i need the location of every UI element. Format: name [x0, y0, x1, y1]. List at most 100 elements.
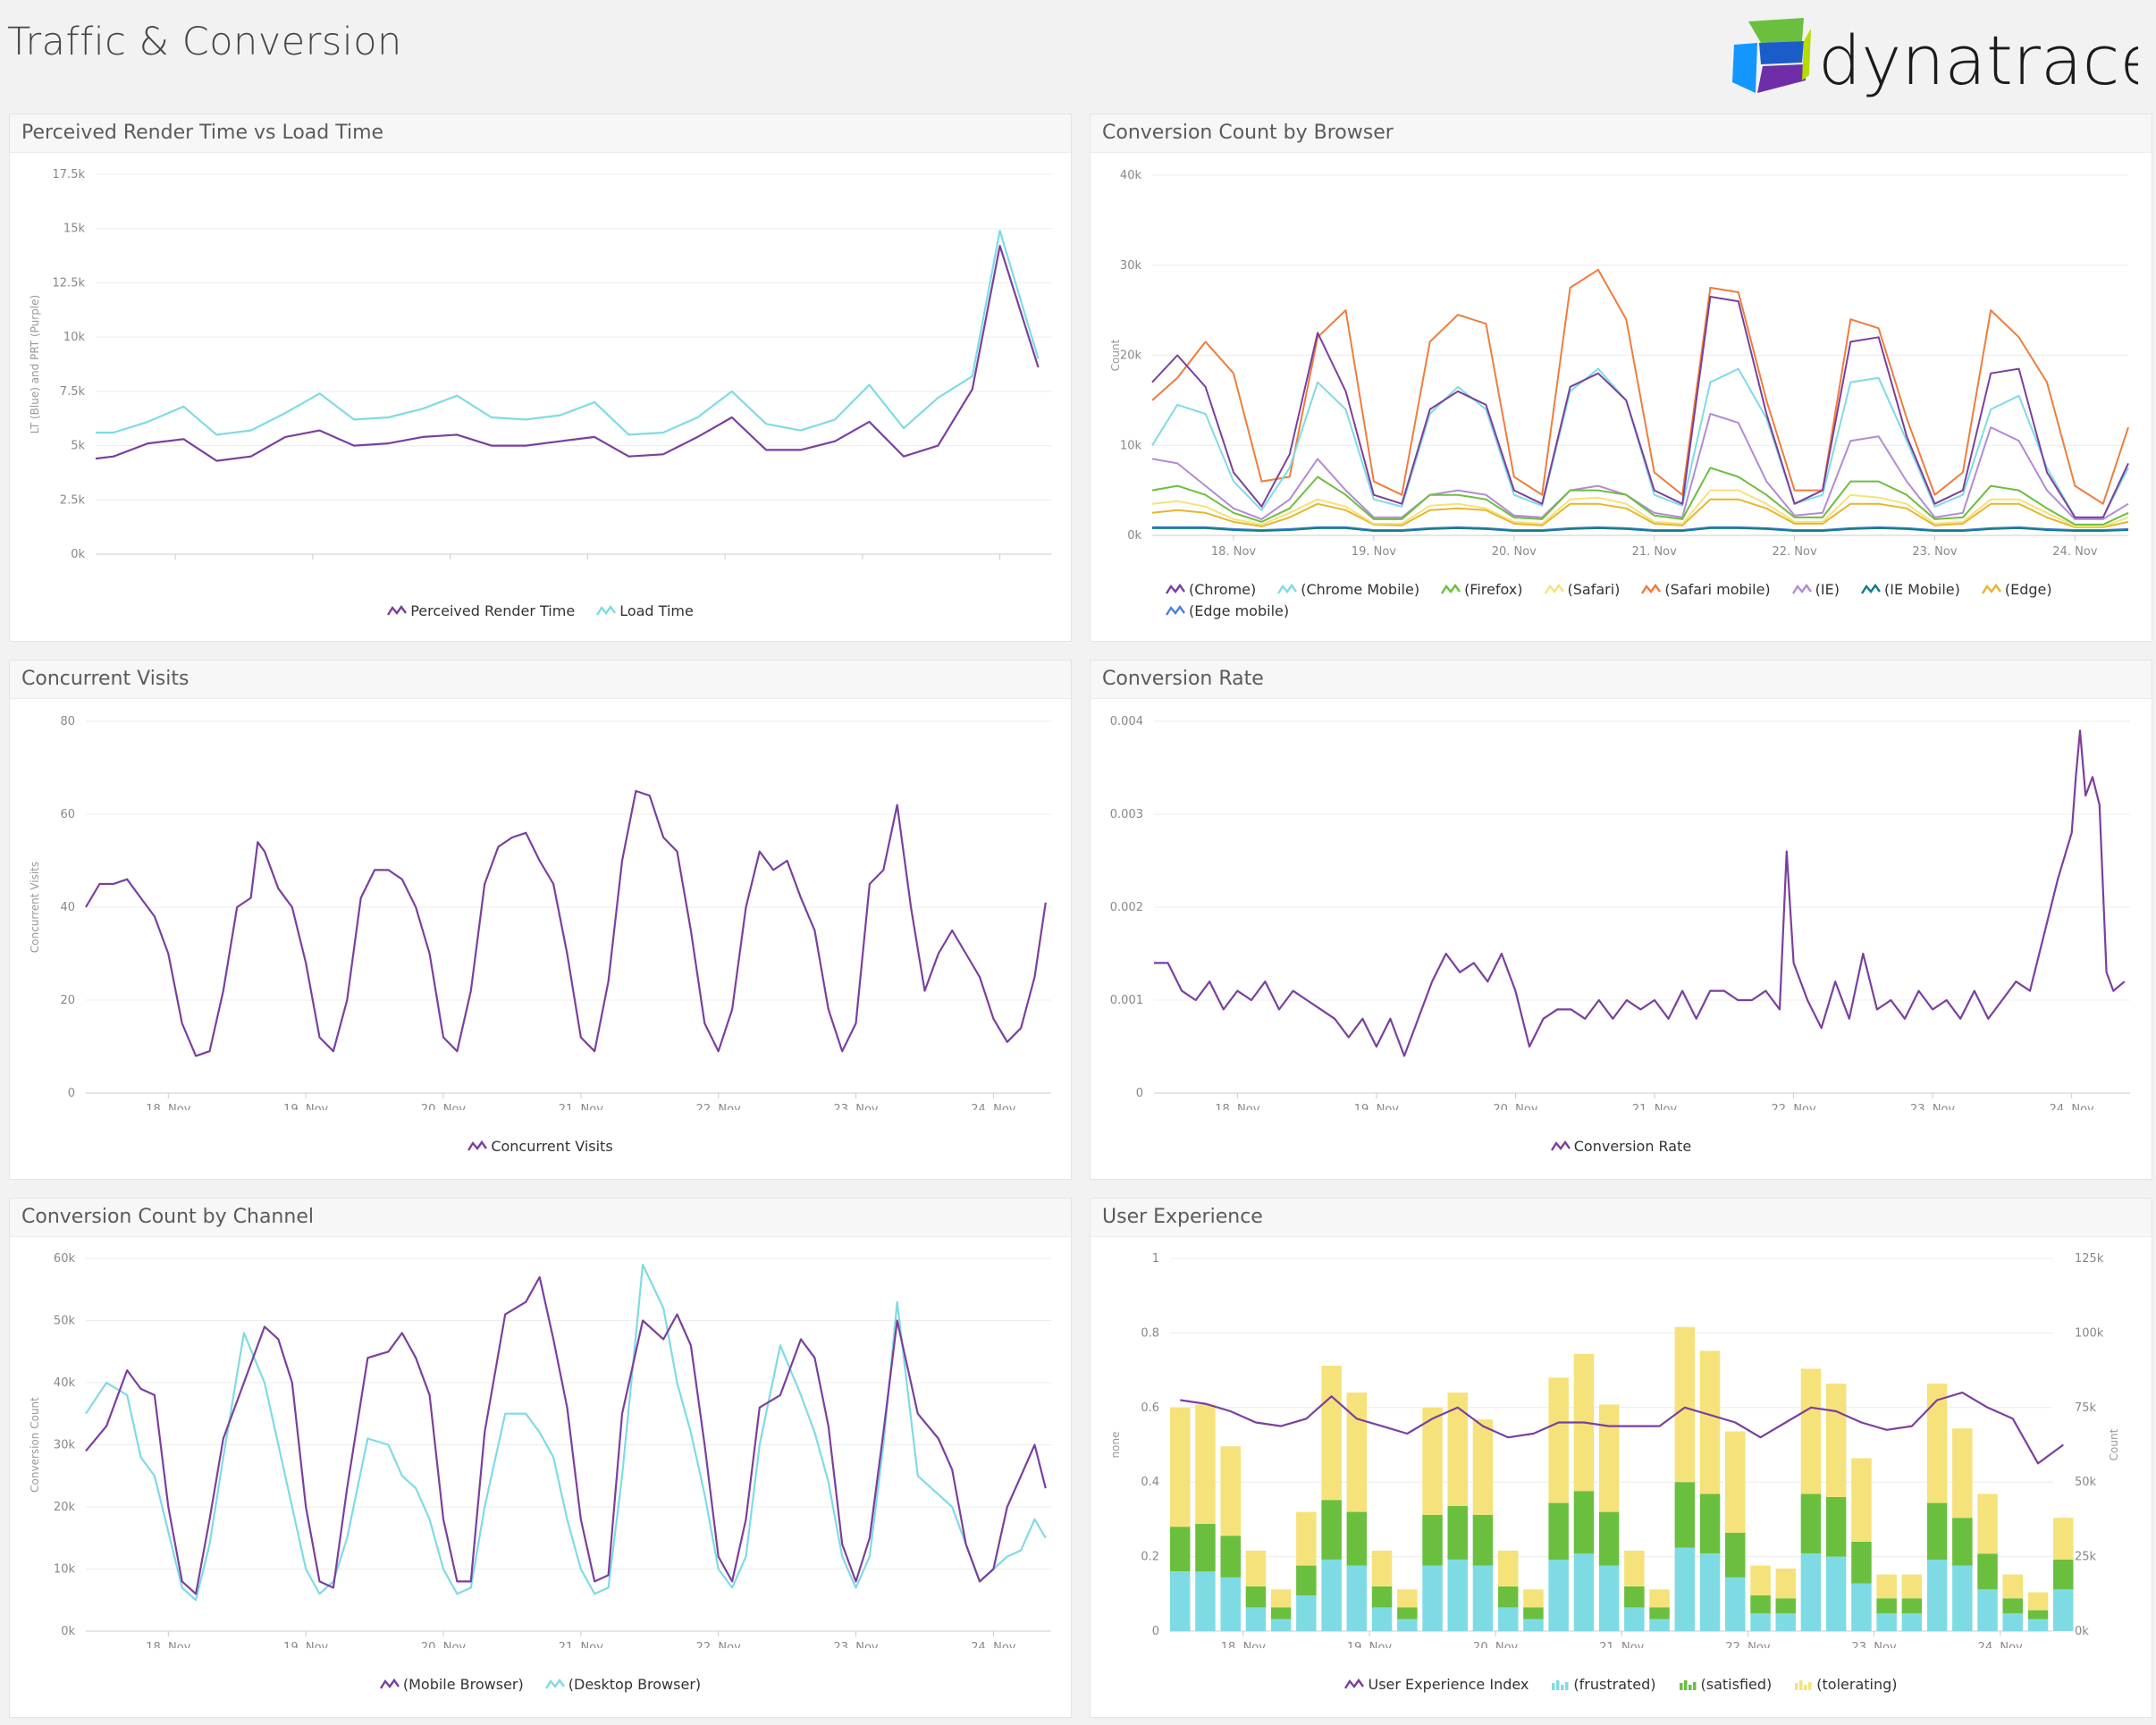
stacked-bar-segment[interactable]	[1901, 1598, 1923, 1613]
stacked-bar-segment[interactable]	[1472, 1565, 1494, 1631]
stacked-bar-segment[interactable]	[1245, 1586, 1267, 1608]
stacked-bar-segment[interactable]	[1598, 1511, 1620, 1566]
legend-item[interactable]: (Firefox)	[1441, 579, 1523, 601]
stacked-bar-segment[interactable]	[2053, 1518, 2074, 1560]
chart-legend[interactable]: Concurrent Visits	[10, 1136, 1071, 1157]
stacked-bar-segment[interactable]	[2027, 1592, 2049, 1611]
conv-by-browser-chart[interactable]: 0k 10k 20k 30k 40k 18. Nov 19. Nov 20. Nov 21. N…	[1091, 153, 2152, 564]
stacked-bar-segment[interactable]	[1674, 1547, 1696, 1631]
tile-user-experience[interactable]: User Experience 0 0.2 0.4 0.6 0.8 1 0k 25k 50k 75…	[1090, 1198, 2152, 1718]
legend-item[interactable]: (Chrome)	[1166, 579, 1256, 601]
stacked-bar-segment[interactable]	[1321, 1500, 1342, 1560]
stacked-bar-segment[interactable]	[1800, 1553, 1822, 1631]
stacked-bar-segment[interactable]	[1699, 1351, 1721, 1494]
stacked-bar-segment[interactable]	[2053, 1589, 2074, 1631]
stacked-bar-segment[interactable]	[1472, 1514, 1494, 1566]
stacked-bar-segment[interactable]	[1523, 1589, 1544, 1608]
stacked-bar-segment[interactable]	[1296, 1511, 1317, 1566]
stacked-bar-segment[interactable]	[1598, 1404, 1620, 1512]
legend-item[interactable]: (Edge)	[1981, 579, 2052, 601]
stacked-bar-segment[interactable]	[1926, 1502, 1948, 1560]
legend-item[interactable]: (satisfied)	[1678, 1674, 1772, 1696]
stacked-bar-segment[interactable]	[1926, 1384, 1948, 1503]
stacked-bar-segment[interactable]	[1220, 1446, 1242, 1536]
stacked-bar-segment[interactable]	[1952, 1428, 1973, 1519]
chart-legend[interactable]: (Chrome) (Chrome Mobile) (Firefox) (Safari)…	[1091, 579, 2152, 622]
stacked-bar-segment[interactable]	[1447, 1559, 1469, 1631]
stacked-bar-segment[interactable]	[1397, 1589, 1418, 1608]
stacked-bar-segment[interactable]	[1699, 1553, 1721, 1631]
stacked-bar-segment[interactable]	[1498, 1586, 1519, 1608]
stacked-bar-segment[interactable]	[1649, 1619, 1670, 1631]
stacked-bar-segment[interactable]	[1952, 1565, 1973, 1631]
series-line[interactable]	[1151, 413, 2129, 520]
series-line[interactable]	[85, 789, 1047, 1057]
legend-item[interactable]: (Desktop Browser)	[544, 1674, 701, 1696]
legend-item[interactable]: (Mobile Browser)	[379, 1674, 524, 1696]
stacked-bar-segment[interactable]	[1170, 1527, 1191, 1572]
tile-conv-by-browser[interactable]: Conversion Count by Browser 0k 10k 20k 30k 4…	[1090, 114, 2152, 642]
stacked-bar-segment[interactable]	[1649, 1607, 1670, 1620]
stacked-bar-segment[interactable]	[1397, 1619, 1418, 1631]
legend-item[interactable]: (IE)	[1791, 579, 1840, 601]
stacked-bar-segment[interactable]	[1825, 1384, 1847, 1497]
series-line[interactable]	[96, 229, 1040, 436]
user-experience-chart[interactable]: 0 0.2 0.4 0.6 0.8 1 0k 25k 50k 75k 100k 125k 18. Nov…	[1091, 1237, 2152, 1648]
stacked-bar-segment[interactable]	[2002, 1613, 2024, 1631]
stacked-bar-segment[interactable]	[1901, 1574, 1923, 1599]
stacked-bar-segment[interactable]	[1371, 1550, 1393, 1586]
tile-conv-by-channel[interactable]: Conversion Count by Channel 0k 10k 20k 30k 4…	[9, 1198, 1072, 1718]
stacked-bar-segment[interactable]	[1699, 1494, 1721, 1554]
stacked-bar-segment[interactable]	[2027, 1610, 2049, 1620]
stacked-bar-segment[interactable]	[1548, 1559, 1569, 1631]
stacked-bar-segment[interactable]	[1195, 1404, 1216, 1524]
concurrent-visits-chart[interactable]: 0 20 40 60 80 18. Nov 19. Nov 20. Nov 21. Nov 22.…	[10, 699, 1072, 1110]
conversion-rate-chart[interactable]: 0 0.001 0.002 0.003 0.004 18. Nov 19. Nov 20. N…	[1091, 699, 2152, 1110]
stacked-bar-segment[interactable]	[1624, 1586, 1645, 1608]
stacked-bar-segment[interactable]	[1876, 1613, 1897, 1631]
stacked-bar-segment[interactable]	[1800, 1368, 1822, 1494]
stacked-bar-segment[interactable]	[1624, 1550, 1645, 1586]
stacked-bar-segment[interactable]	[1170, 1571, 1191, 1631]
stacked-bar-segment[interactable]	[1296, 1565, 1317, 1595]
stacked-bar-segment[interactable]	[1371, 1586, 1393, 1608]
legend-item[interactable]: (IE Mobile)	[1860, 579, 1960, 601]
legend-item[interactable]: User Experience Index	[1344, 1674, 1529, 1696]
stacked-bar-segment[interactable]	[1472, 1419, 1494, 1515]
stacked-bar-segment[interactable]	[1674, 1326, 1696, 1483]
stacked-bar-segment[interactable]	[1270, 1589, 1292, 1608]
stacked-bar-segment[interactable]	[1245, 1607, 1267, 1631]
stacked-bar-segment[interactable]	[1573, 1491, 1595, 1554]
chart-legend[interactable]: Conversion Rate	[1091, 1136, 2152, 1157]
stacked-bar-segment[interactable]	[1422, 1407, 1443, 1515]
stacked-bar-segment[interactable]	[1725, 1578, 1746, 1631]
stacked-bar-segment[interactable]	[1649, 1589, 1670, 1608]
stacked-bar-segment[interactable]	[1220, 1578, 1242, 1631]
stacked-bar-segment[interactable]	[1624, 1607, 1645, 1631]
dynatrace-logo[interactable]: dynatrace	[1731, 16, 2138, 98]
stacked-bar-segment[interactable]	[1245, 1550, 1267, 1586]
tile-concurrent-visits[interactable]: Concurrent Visits 0 20 40 60 80 18. Nov 19. No…	[9, 660, 1072, 1180]
legend-item[interactable]: (Chrome Mobile)	[1277, 579, 1419, 601]
stacked-bar-segment[interactable]	[1296, 1595, 1317, 1631]
stacked-bar-segment[interactable]	[1498, 1607, 1519, 1631]
stacked-bar-segment[interactable]	[1977, 1494, 1998, 1554]
stacked-bar-segment[interactable]	[1851, 1458, 1872, 1542]
stacked-bar-segment[interactable]	[1876, 1574, 1897, 1599]
stacked-bar-segment[interactable]	[1725, 1532, 1746, 1578]
chart-legend[interactable]: Perceived Render Time Load Time	[10, 601, 1071, 622]
stacked-bar-segment[interactable]	[1573, 1553, 1595, 1631]
stacked-bar-segment[interactable]	[1977, 1589, 1998, 1631]
stacked-bar-segment[interactable]	[1775, 1613, 1797, 1631]
tile-conversion-rate[interactable]: Conversion Rate 0 0.001 0.002 0.003 0.004 18.…	[1090, 660, 2152, 1180]
stacked-bar-segment[interactable]	[1825, 1496, 1847, 1557]
series-line[interactable]	[1151, 467, 2129, 526]
stacked-bar-segment[interactable]	[1876, 1598, 1897, 1613]
series-line[interactable]	[1151, 489, 2129, 527]
stacked-bar-segment[interactable]	[1775, 1598, 1797, 1613]
legend-item[interactable]: (Safari mobile)	[1641, 579, 1771, 601]
stacked-bar-segment[interactable]	[2027, 1619, 2049, 1631]
stacked-bar-segment[interactable]	[1170, 1407, 1191, 1527]
stacked-bar-segment[interactable]	[2053, 1559, 2074, 1590]
stacked-bar-segment[interactable]	[1523, 1619, 1544, 1631]
